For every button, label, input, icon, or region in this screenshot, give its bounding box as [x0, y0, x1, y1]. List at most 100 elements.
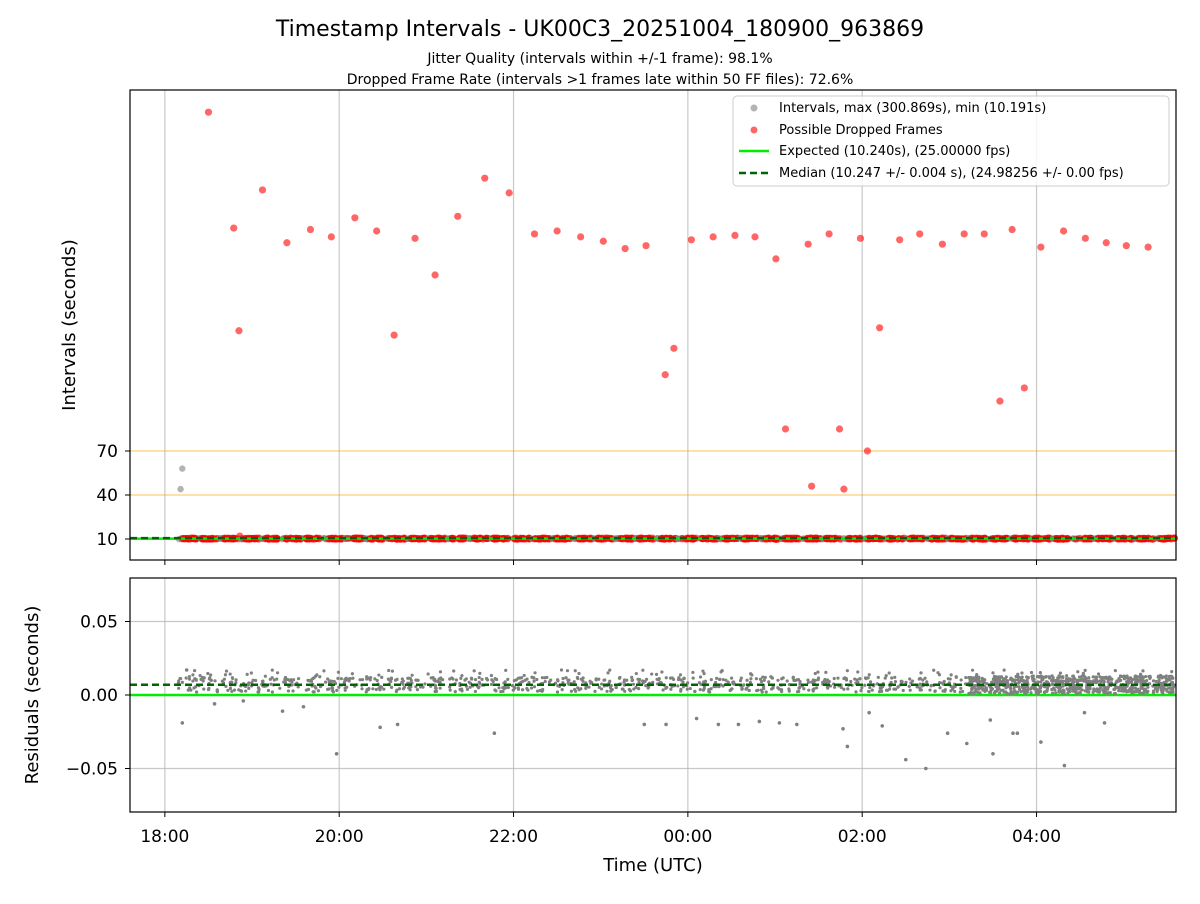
residual-point	[1167, 677, 1171, 681]
residual-point	[269, 682, 273, 686]
residual-point	[907, 684, 911, 689]
residual-point	[421, 685, 425, 689]
dropped-frame-point	[258, 186, 267, 194]
residual-point	[845, 669, 849, 673]
residual-point	[606, 671, 610, 675]
x-tick-label: 22:00	[489, 827, 538, 847]
residual-point	[603, 678, 607, 682]
residual-point	[1064, 674, 1069, 678]
residual-point	[990, 680, 994, 684]
x-tick-label: 00:00	[663, 827, 712, 847]
residual-point	[573, 669, 577, 673]
residual-point	[1071, 685, 1075, 690]
residual-point	[415, 678, 419, 682]
residual-point	[1061, 675, 1065, 680]
dropped-frame-point	[840, 485, 848, 493]
dropped-frame-point	[670, 344, 678, 352]
residual-point	[564, 676, 568, 680]
residual-point	[708, 690, 712, 694]
residual-point	[1013, 678, 1018, 682]
residual-point	[587, 685, 591, 689]
residual-point	[460, 689, 464, 693]
residual-outlier-point	[492, 731, 497, 736]
residual-point	[688, 686, 692, 691]
residual-point	[215, 688, 219, 693]
residual-point	[958, 690, 962, 694]
residual-point	[701, 669, 705, 673]
residual-point	[1083, 689, 1087, 693]
residual-point	[463, 678, 467, 682]
residual-point	[1009, 689, 1013, 693]
residual-outlier-point	[642, 722, 647, 727]
residual-point	[342, 680, 346, 684]
residual-point	[858, 677, 862, 681]
residual-point	[434, 686, 438, 690]
residual-point	[970, 668, 975, 672]
residual-point	[969, 690, 973, 694]
residual-point	[497, 686, 501, 690]
residual-point	[1113, 691, 1117, 696]
residual-point	[408, 676, 412, 681]
residual-point	[618, 675, 622, 680]
residual-point	[1080, 678, 1084, 682]
residual-point	[703, 679, 708, 683]
residual-point	[375, 678, 379, 683]
residual-point	[901, 688, 905, 693]
residual-point	[679, 687, 683, 691]
residual-point	[1017, 685, 1021, 689]
residual-point	[893, 680, 898, 684]
residual-point	[390, 669, 395, 673]
dropped-frame-point	[454, 212, 462, 220]
residual-point	[1151, 679, 1156, 683]
residual-point	[202, 676, 206, 680]
residual-point	[1087, 676, 1091, 680]
residual-point	[278, 686, 282, 690]
dropped-frame-point	[373, 227, 381, 235]
residual-point	[933, 689, 937, 693]
dropped-frame-point	[751, 233, 759, 241]
residual-point	[949, 673, 953, 677]
residual-point	[756, 688, 760, 692]
residual-point	[594, 677, 598, 681]
residual-point	[593, 689, 597, 693]
interval-baseline-cluster	[130, 532, 1179, 543]
residual-point	[1029, 686, 1033, 691]
dropped-frame-point	[804, 240, 812, 248]
residual-point	[1026, 685, 1030, 689]
dropped-frame-point	[781, 425, 790, 433]
residual-point	[815, 686, 819, 690]
residual-point	[1019, 690, 1023, 694]
residual-point	[296, 677, 301, 681]
residual-point	[1001, 688, 1005, 692]
dropped-frame-point	[1122, 242, 1130, 250]
residual-point	[959, 678, 963, 682]
dropped-frame-point	[916, 230, 924, 238]
residual-point	[296, 685, 300, 689]
residual-point	[597, 677, 601, 681]
legend-label-expected: Expected (10.240s), (25.00000 fps)	[779, 144, 1010, 159]
intervals-panel: 10 40 70 Intervals (seconds) Intervals, ma…	[59, 89, 1179, 561]
residual-point	[493, 688, 497, 692]
residual-point	[1012, 690, 1016, 694]
time-x-ticks: 18:00 20:00 22:00 00:00 02:00 04:00	[140, 560, 1061, 847]
dropped-frame-point	[1008, 225, 1016, 234]
residual-point	[389, 677, 394, 681]
residual-point	[1170, 670, 1174, 674]
residual-point	[709, 677, 713, 682]
residual-point	[322, 669, 326, 673]
residual-point	[336, 670, 341, 674]
residual-point	[1139, 685, 1143, 689]
residual-outlier-point	[1082, 710, 1087, 715]
residual-point	[1071, 674, 1076, 678]
residual-point	[1094, 678, 1098, 682]
intervals-y-ticks: 10 40 70	[96, 442, 130, 550]
dropped-frame-point	[731, 231, 739, 239]
residual-point	[1142, 691, 1146, 695]
residual-point	[938, 686, 942, 690]
residual-point	[1165, 689, 1169, 693]
residual-point	[953, 689, 957, 693]
residual-point	[780, 688, 784, 692]
residual-point	[864, 677, 868, 681]
residual-point	[904, 680, 908, 684]
dropped-frame-point	[1020, 384, 1028, 392]
